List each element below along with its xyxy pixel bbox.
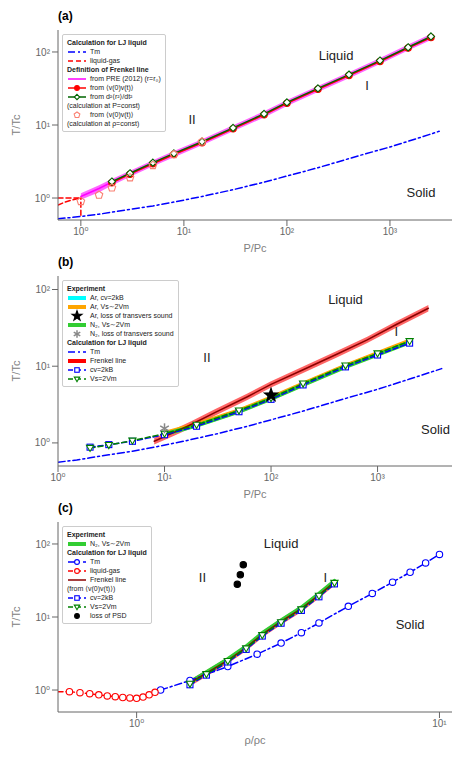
html-text:N₂, Vs∼2Vm: N₂, Vs∼2Vm bbox=[90, 321, 131, 328]
svg-text:10⁰: 10⁰ bbox=[35, 193, 50, 204]
svg-text:I: I bbox=[365, 78, 369, 93]
svg-text:10⁰: 10⁰ bbox=[129, 718, 144, 729]
html-text:liquid-gas: liquid-gas bbox=[90, 57, 120, 64]
html-text:cv=2kB: cv=2kB bbox=[90, 366, 114, 373]
html-text:N₂, loss of transvers sound: N₂, loss of transvers sound bbox=[90, 330, 174, 337]
svg-text:Liquid: Liquid bbox=[264, 536, 299, 551]
html-text:Calculation for LJ liquid: Calculation for LJ liquid bbox=[67, 339, 147, 346]
svg-text:10²: 10² bbox=[36, 539, 51, 550]
svg-text:10²: 10² bbox=[36, 47, 51, 58]
svg-text:10¹: 10¹ bbox=[432, 718, 447, 729]
svg-text:10³: 10³ bbox=[370, 472, 385, 483]
svg-text:Liquid: Liquid bbox=[319, 48, 354, 63]
svg-text:10¹: 10¹ bbox=[157, 472, 172, 483]
html-text:from ⟨v(0)v(t)⟩: from ⟨v(0)v(t)⟩ bbox=[90, 84, 134, 91]
svg-text:I: I bbox=[324, 570, 328, 585]
html-text:Vs=2Vm: Vs=2Vm bbox=[90, 375, 117, 382]
svg-text:P/Pc: P/Pc bbox=[243, 488, 267, 500]
html-text:Experiment: Experiment bbox=[67, 285, 106, 292]
html-text:Vs=2Vm: Vs=2Vm bbox=[90, 603, 117, 610]
svg-text:10²: 10² bbox=[264, 472, 279, 483]
svg-text:10²: 10² bbox=[280, 226, 295, 237]
svg-text:10³: 10³ bbox=[383, 226, 398, 237]
svg-text:II: II bbox=[199, 570, 206, 585]
html-text:from d²⟨r²⟩/dt²: from d²⟨r²⟩/dt² bbox=[90, 93, 133, 100]
svg-text:10⁰: 10⁰ bbox=[73, 226, 88, 237]
html-text:(calculation at P=const): (calculation at P=const) bbox=[67, 102, 140, 109]
svg-text:II: II bbox=[188, 112, 195, 127]
svg-text:T/Tc: T/Tc bbox=[10, 360, 22, 381]
html-text:Ar, Vs∼2Vm: Ar, Vs∼2Vm bbox=[90, 303, 129, 310]
html-text:(from ⟨v(0)v(t)⟩): (from ⟨v(0)v(t)⟩) bbox=[67, 585, 116, 592]
svg-text:T/Tc: T/Tc bbox=[10, 114, 22, 135]
html-text:from ⟨v(0)v(t)⟩: from ⟨v(0)v(t)⟩ bbox=[90, 111, 134, 118]
svg-text:10⁰: 10⁰ bbox=[35, 685, 50, 696]
html-text:Calculation for LJ liquid: Calculation for LJ liquid bbox=[67, 549, 147, 556]
svg-text:10¹: 10¹ bbox=[36, 361, 51, 372]
svg-text:Liquid: Liquid bbox=[328, 292, 363, 307]
html-text:Tm: Tm bbox=[90, 348, 101, 355]
html-text:Experiment: Experiment bbox=[67, 531, 106, 538]
html-text:N₂, Vs∼2Vm: N₂, Vs∼2Vm bbox=[90, 540, 131, 547]
html-text:loss of PSD: loss of PSD bbox=[90, 612, 127, 619]
html-text:(calculation at ρ=const): (calculation at ρ=const) bbox=[67, 120, 140, 127]
html-text:Definition of Frenkel line: Definition of Frenkel line bbox=[67, 66, 149, 73]
svg-text:10⁰: 10⁰ bbox=[35, 437, 50, 448]
html-text:cv=2kB: cv=2kB bbox=[90, 594, 114, 601]
svg-text:10¹: 10¹ bbox=[177, 226, 192, 237]
svg-text:10⁰: 10⁰ bbox=[50, 472, 65, 483]
html-text:Tm: Tm bbox=[90, 48, 101, 55]
svg-text:10¹: 10¹ bbox=[36, 612, 51, 623]
html-text:Tm: Tm bbox=[90, 558, 101, 565]
svg-text:P/Pc: P/Pc bbox=[243, 242, 267, 254]
svg-text:10²: 10² bbox=[36, 284, 51, 295]
svg-text:ρ/ρc: ρ/ρc bbox=[244, 734, 266, 746]
svg-text:Solid: Solid bbox=[407, 185, 436, 200]
svg-text:T/Tc: T/Tc bbox=[10, 606, 22, 627]
html-text:(a): (a) bbox=[58, 9, 73, 23]
html-text:Frenkel line: Frenkel line bbox=[90, 576, 127, 583]
svg-text:10¹: 10¹ bbox=[36, 120, 51, 131]
svg-text:Solid: Solid bbox=[421, 422, 450, 437]
svg-text:II: II bbox=[203, 350, 210, 365]
html-text:liquid-gas: liquid-gas bbox=[90, 567, 120, 574]
html-text:(b): (b) bbox=[58, 255, 74, 269]
html-text:Calculation for LJ liquid: Calculation for LJ liquid bbox=[67, 39, 147, 46]
html-text:Frenkel line: Frenkel line bbox=[90, 357, 127, 364]
html-text:Ar, loss of transvers sound: Ar, loss of transvers sound bbox=[90, 312, 173, 319]
html-text:(c): (c) bbox=[58, 501, 73, 515]
html-text:from PRE (2012) (r=r₀): from PRE (2012) (r=r₀) bbox=[90, 75, 161, 82]
svg-text:Solid: Solid bbox=[396, 617, 425, 632]
svg-text:I: I bbox=[394, 324, 398, 339]
html-text:Ar, cv=2kB: Ar, cv=2kB bbox=[90, 294, 124, 301]
